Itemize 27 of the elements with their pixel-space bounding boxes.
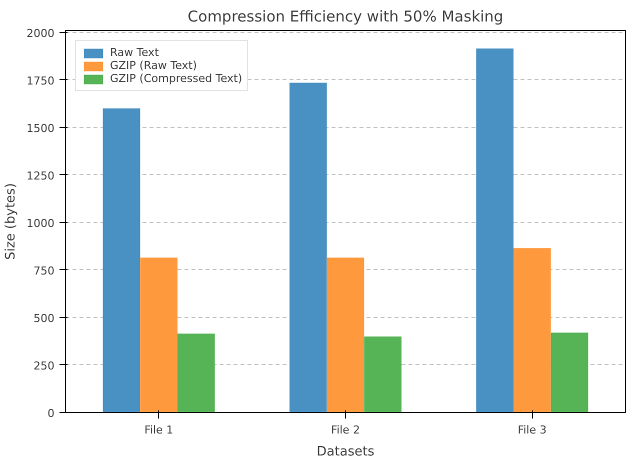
bar (476, 48, 514, 412)
y-tick-label: 750 (34, 264, 55, 278)
legend-label: GZIP (Compressed Text) (110, 72, 242, 85)
x-tick-label: File 1 (144, 424, 174, 436)
bar (178, 334, 215, 412)
legend-label: Raw Text (110, 46, 159, 59)
bar (550, 332, 588, 412)
x-axis-title: Datasets (316, 444, 375, 460)
y-tick-label: 250 (34, 359, 55, 372)
bar (326, 258, 364, 412)
bar (140, 258, 178, 412)
bar (102, 108, 140, 412)
legend-label: GZIP (Raw Text) (110, 59, 197, 72)
chart-title: Compression Efficiency with 50% Masking (188, 8, 504, 26)
y-tick-label: 2000 (26, 26, 55, 40)
x-tick-label: File 2 (331, 424, 360, 436)
y-tick-label: 500 (34, 312, 55, 325)
y-axis-title: Size (bytes) (4, 183, 19, 260)
y-tick-label: 0 (48, 407, 54, 420)
y-tick-label: 1750 (26, 74, 55, 88)
y-tick-label: 1250 (26, 169, 55, 182)
x-tick-label: File 3 (518, 424, 547, 436)
y-tick-label: 1500 (26, 122, 55, 135)
bar (290, 82, 327, 412)
bar (514, 248, 551, 412)
y-tick-label: 1000 (26, 216, 55, 230)
bar (364, 336, 402, 412)
